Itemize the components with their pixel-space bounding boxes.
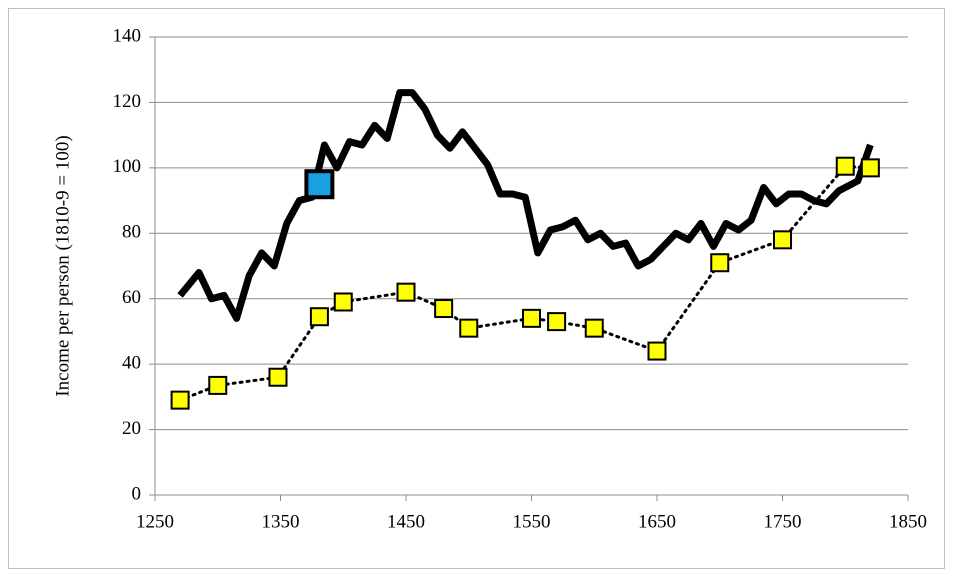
data-point — [547, 312, 567, 332]
data-point — [208, 375, 228, 395]
data-point — [268, 367, 288, 387]
x-tick-label: 1750 — [764, 511, 802, 532]
y-tick-label: 140 — [113, 25, 142, 46]
series-line — [178, 164, 872, 402]
chart-frame — [8, 8, 945, 569]
y-tick-label: 120 — [113, 91, 142, 112]
series-line — [177, 89, 874, 322]
x-tick-label: 1650 — [638, 511, 676, 532]
data-point — [170, 390, 190, 410]
data-point — [522, 308, 541, 328]
y-tick-label: 0 — [132, 483, 142, 504]
data-point — [304, 169, 335, 200]
data-point — [710, 253, 730, 273]
data-point — [309, 307, 329, 327]
y-axis-label: Income per person (1810-9 = 100) — [52, 135, 73, 396]
x-tick-label: 1450 — [387, 511, 425, 532]
data-point — [396, 282, 416, 302]
y-tick-label: 80 — [122, 222, 141, 243]
x-tick-label: 1550 — [513, 511, 551, 532]
data-point — [860, 158, 880, 178]
y-tick-label: 40 — [122, 353, 141, 374]
x-tick-label: 1250 — [136, 511, 174, 532]
data-point — [835, 156, 855, 176]
data-point — [773, 230, 792, 250]
data-point — [584, 318, 604, 338]
x-tick-label: 1350 — [262, 511, 300, 532]
y-tick-label: 100 — [113, 156, 142, 177]
data-point — [647, 341, 667, 361]
data-point — [333, 292, 353, 312]
data-point — [434, 299, 454, 319]
y-tick-label: 60 — [122, 287, 141, 308]
y-tick-label: 20 — [122, 418, 141, 439]
x-tick-label: 1850 — [889, 511, 927, 532]
data-point — [459, 318, 479, 338]
